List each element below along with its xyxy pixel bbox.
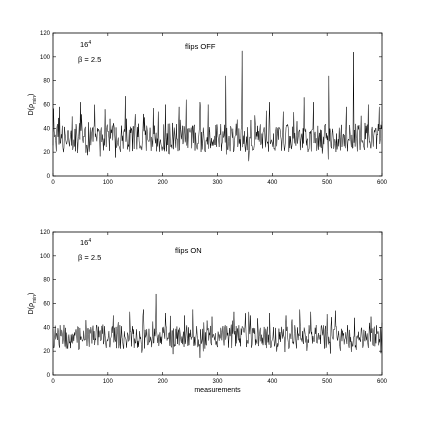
x-tick-label: 0	[51, 180, 55, 186]
y-tick-label: 80	[43, 79, 50, 85]
y-ticks: 0 20 40 60 80 100 120	[40, 230, 382, 379]
x-tick-label: 500	[322, 180, 333, 186]
x-axis-label: measurements	[194, 387, 241, 394]
lattice-size-annotation: 164	[80, 40, 91, 49]
x-tick-label: 200	[158, 180, 169, 186]
series-line	[52, 50, 383, 162]
y-tick-label: 100	[40, 254, 51, 260]
y-tick-label: 0	[47, 174, 51, 180]
x-tick-label: 0	[51, 379, 55, 385]
lattice-size-annotation: 164	[80, 238, 91, 247]
y-ticks: 0 20 40 60 80 100 120	[40, 31, 382, 180]
x-ticks: 0 100 200 300 400 500 600	[51, 232, 388, 385]
series-line	[52, 293, 383, 358]
y-tick-label: 40	[43, 126, 50, 132]
plot-frame	[52, 32, 383, 177]
x-ticks: 0 100 200 300 400 500 600	[51, 33, 388, 186]
y-tick-label: 80	[43, 278, 50, 284]
y-tick-label: 120	[40, 230, 51, 236]
x-tick-label: 300	[212, 180, 223, 186]
x-tick-label: 500	[322, 379, 333, 385]
y-axis-label: D(ρmin)	[28, 293, 38, 315]
y-tick-label: 100	[40, 55, 51, 61]
x-tick-label: 300	[212, 379, 223, 385]
y-tick-label: 0	[47, 373, 51, 379]
y-tick-label: 120	[40, 31, 51, 37]
y-tick-label: 60	[43, 302, 50, 308]
flips-annotation: flips OFF	[185, 42, 216, 51]
flips-annotation: flips ON	[175, 246, 202, 255]
x-tick-label: 100	[103, 379, 114, 385]
y-tick-label: 20	[43, 150, 50, 156]
y-tick-label: 40	[43, 325, 50, 331]
x-tick-label: 100	[103, 180, 114, 186]
beta-annotation: β = 2.5	[78, 55, 101, 64]
y-tick-label: 60	[43, 103, 50, 109]
y-axis-label: D(ρmin)	[28, 94, 38, 116]
y-tick-label: 20	[43, 349, 50, 355]
plot-frame	[52, 231, 383, 376]
beta-annotation: β = 2.5	[78, 253, 101, 262]
x-tick-label: 200	[158, 379, 169, 385]
x-tick-label: 400	[267, 379, 278, 385]
x-tick-label: 600	[377, 180, 388, 186]
chart-panel-flips-off: 0 100 200 300 400 500 600 0 20 40 60 80 100 120 D(ρm…	[28, 31, 388, 186]
chart-panel-flips-on: 0 100 200 300 400 500 600 0 20 40 60 80 100 120 D(ρm…	[28, 230, 388, 394]
x-tick-label: 400	[267, 180, 278, 186]
x-tick-label: 600	[377, 379, 388, 385]
